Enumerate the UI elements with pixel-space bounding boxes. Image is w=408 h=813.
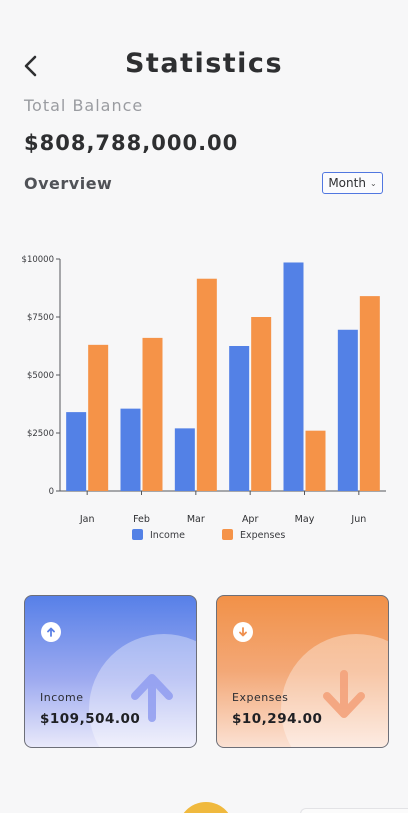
- arrow-down-icon: [323, 670, 365, 718]
- header: Statistics: [0, 48, 408, 88]
- y-tick-label: $7500: [27, 313, 54, 323]
- arrow-up-icon: [131, 674, 173, 722]
- x-tick-label: Mar: [187, 514, 205, 525]
- bar-expenses-jun: [359, 296, 380, 491]
- page-title: Statistics: [124, 48, 284, 79]
- bar-income-feb: [120, 408, 141, 491]
- legend-swatch-expenses: [222, 529, 233, 540]
- expenses-card-label: Expenses: [232, 691, 289, 704]
- legend-swatch-income: [132, 529, 143, 540]
- bar-income-apr: [229, 346, 250, 491]
- bar-expenses-feb: [142, 337, 163, 491]
- arrow-up-circle-icon: [41, 622, 61, 642]
- income-card-label: Income: [40, 691, 84, 704]
- period-dropdown-value: Month: [328, 176, 366, 190]
- bar-expenses-may: [305, 430, 326, 491]
- expenses-card[interactable]: Expenses $10,294.00: [216, 595, 389, 748]
- period-dropdown[interactable]: Month ⌄: [322, 172, 383, 194]
- legend-label-expenses: Expenses: [240, 530, 285, 541]
- bar-expenses-apr: [251, 317, 272, 491]
- chevron-left-icon[interactable]: [18, 52, 46, 80]
- arrow-down-circle-icon: [233, 622, 253, 642]
- bar-expenses-mar: [196, 278, 217, 491]
- bottom-navigation: [300, 808, 408, 813]
- y-tick-label: 0: [49, 487, 54, 497]
- total-balance-value: $808,788,000.00: [24, 131, 239, 155]
- x-tick-label: May: [295, 514, 315, 525]
- x-tick-label: Apr: [242, 514, 259, 525]
- y-tick-label: $2500: [27, 429, 54, 439]
- income-card[interactable]: Income $109,504.00: [24, 595, 197, 748]
- legend-label-income: Income: [150, 530, 185, 541]
- bar-income-jan: [66, 412, 87, 491]
- y-tick-label: $5000: [27, 371, 54, 381]
- x-tick-label: Jan: [79, 514, 95, 525]
- bar-income-may: [283, 262, 304, 491]
- bar-income-jun: [337, 329, 358, 491]
- income-card-value: $109,504.00: [40, 711, 141, 727]
- y-tick-label: $10000: [22, 255, 54, 265]
- x-tick-label: Jun: [350, 514, 366, 525]
- overview-bar-chart: $10000 $7500 $5000 $2500 0 Jan Feb Mar Apr May Jun…: [22, 255, 386, 541]
- total-balance-label: Total Balance: [24, 96, 144, 115]
- bar-expenses-jan: [88, 344, 109, 491]
- chevron-down-icon: ⌄: [369, 179, 377, 188]
- expenses-card-value: $10,294.00: [232, 711, 323, 727]
- bar-income-mar: [174, 428, 195, 491]
- floating-action-button[interactable]: [178, 802, 234, 813]
- x-tick-label: Feb: [133, 514, 150, 525]
- overview-label: Overview: [24, 174, 113, 193]
